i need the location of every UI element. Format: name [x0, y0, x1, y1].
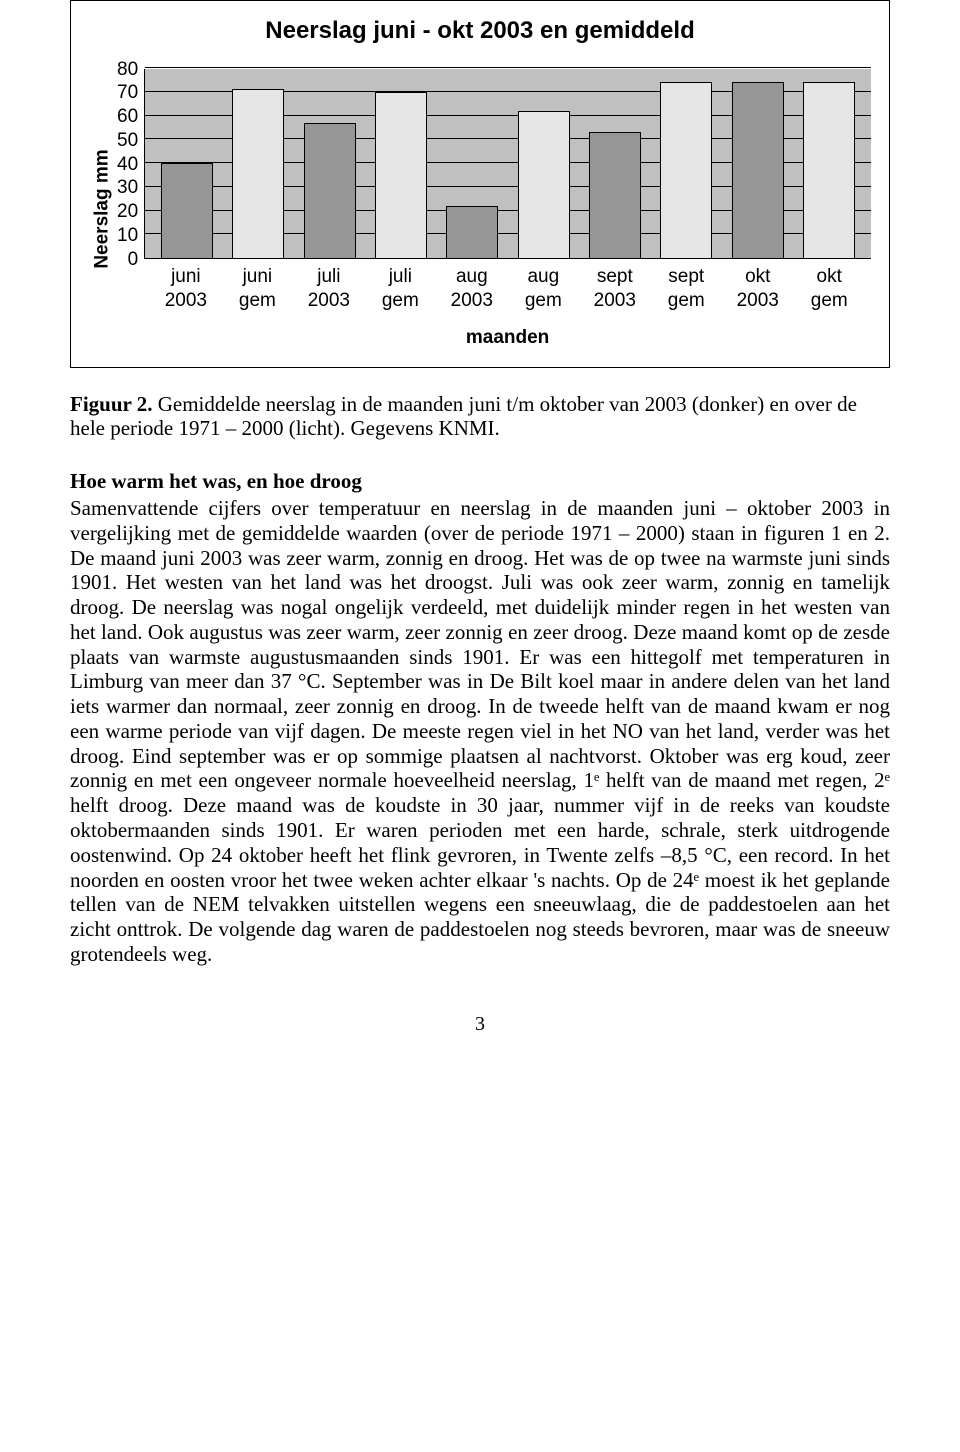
chart-body: Neerslag mm 80706050403020100 juni2003ju… — [89, 69, 871, 349]
x-axis-label: maanden — [144, 327, 871, 349]
bar — [161, 163, 213, 258]
y-axis-label: Neerslag mm — [89, 69, 117, 349]
bar — [803, 82, 855, 258]
x-tick: junigem — [227, 265, 287, 313]
section-heading: Hoe warm het was, en hoe droog — [70, 469, 890, 494]
bar — [304, 123, 356, 258]
plot-area — [144, 69, 871, 259]
x-tick: oktgem — [799, 265, 859, 313]
caption-label: Figuur 2. — [70, 392, 152, 416]
x-ticks: juni2003junigemjuli2003juligemaug2003aug… — [144, 259, 871, 313]
bar — [732, 82, 784, 258]
bar — [446, 206, 498, 258]
chart-frame: Neerslag juni - okt 2003 en gemiddeld Ne… — [70, 0, 890, 368]
bar — [660, 82, 712, 258]
x-tick: aug2003 — [442, 265, 502, 313]
chart-title: Neerslag juni - okt 2003 en gemiddeld — [89, 17, 871, 45]
caption-text: Gemiddelde neerslag in de maanden juni t… — [70, 392, 857, 441]
x-tick: juli2003 — [299, 265, 359, 313]
bar — [518, 111, 570, 258]
gridline — [145, 67, 871, 68]
x-tick: sept2003 — [585, 265, 645, 313]
y-ticks: 80706050403020100 — [117, 69, 144, 259]
plot-wrap: juni2003junigemjuli2003juligemaug2003aug… — [144, 69, 871, 349]
section-body: Samenvattende cijfers over temperatuur e… — [70, 496, 890, 967]
figure-caption: Figuur 2. Gemiddelde neerslag in de maan… — [70, 392, 890, 442]
x-tick: juligem — [370, 265, 430, 313]
x-tick: juni2003 — [156, 265, 216, 313]
bar — [232, 89, 284, 258]
x-tick: septgem — [656, 265, 716, 313]
x-tick: auggem — [513, 265, 573, 313]
page-number: 3 — [70, 1013, 890, 1036]
bar — [375, 92, 427, 258]
y-axis-label-text: Neerslag mm — [92, 149, 114, 268]
x-tick: okt2003 — [728, 265, 788, 313]
bars-container — [145, 69, 871, 258]
bar — [589, 132, 641, 258]
